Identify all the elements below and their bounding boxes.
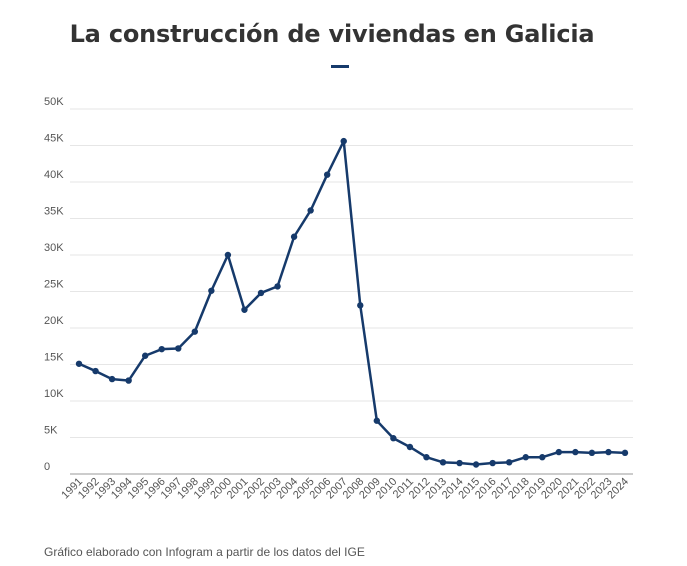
y-tick-label: 50K [44,96,64,108]
data-point [224,251,232,259]
data-point [340,137,347,145]
y-tick-label: 25K [44,279,64,291]
data-point [472,461,480,468]
data-point [406,443,414,451]
data-point [572,448,579,456]
series-line [78,139,626,466]
title-underline [331,65,349,68]
data-point [357,302,364,309]
data-point [141,352,149,359]
data-point [323,171,331,178]
data-point [373,417,381,424]
data-point [92,367,99,375]
data-point [290,233,298,240]
y-tick-label: 10K [44,388,64,400]
data-point [158,345,165,353]
data-point [456,459,463,467]
data-point [621,449,629,457]
data-point [75,360,83,367]
data-point [423,454,430,461]
data-point [390,435,397,442]
data-point [175,345,182,352]
data-point [539,454,546,461]
y-tick-label: 30K [44,242,64,254]
chart-title: La construcción de viviendas en Galicia [69,20,595,48]
data-point [489,459,496,467]
data-point [522,454,529,461]
data-point [307,207,314,214]
data-point [274,283,281,290]
data-point [108,375,116,383]
y-tick-label: 40K [44,169,64,181]
y-tick-label: 0 [44,461,50,473]
y-tick-label: 15K [44,352,64,364]
y-tick-label: 35K [44,206,64,218]
line-chart: 05K10K15K20K25K30K35K40K45K50K1991199219… [44,96,633,501]
y-tick-label: 20K [44,315,64,327]
data-point [588,449,596,457]
data-point [505,459,513,466]
source-footnote: Gráfico elaborado con Infogram a partir … [44,545,365,559]
y-tick-label: 45K [44,133,64,145]
data-point [439,459,447,466]
data-point [257,289,265,297]
data-point [208,287,215,294]
data-point [555,448,563,456]
data-point [125,377,132,384]
data-point [191,328,199,335]
data-point [605,448,612,456]
y-tick-label: 5K [44,425,58,437]
data-point [241,306,248,313]
